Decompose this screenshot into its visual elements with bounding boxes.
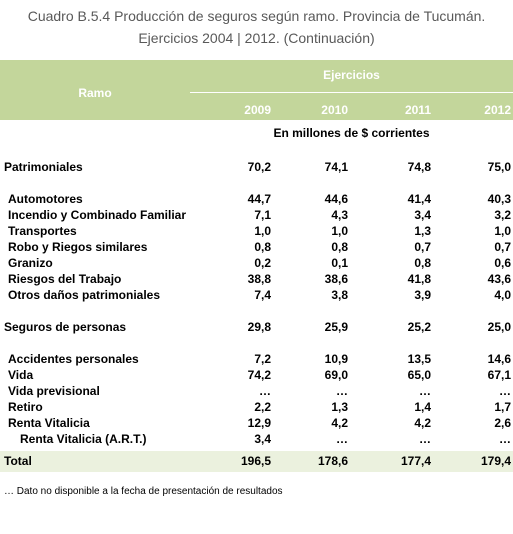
item-label: Renta Vitalicia: [8, 416, 90, 430]
cell: 2,6: [494, 416, 511, 430]
cell: 0,2: [254, 256, 271, 270]
cell: 25,0: [487, 320, 511, 334]
cell: 70,2: [247, 160, 271, 174]
cell: 38,8: [247, 272, 271, 286]
cell: 178,6: [317, 454, 348, 468]
cell: 29,8: [247, 320, 271, 334]
cell: 44,7: [247, 192, 271, 206]
cell: …: [419, 384, 431, 398]
column-year: 2010: [321, 103, 348, 117]
cell: 0,8: [414, 256, 431, 270]
cell: 7,1: [254, 208, 271, 222]
footnote: … Dato no disponible a la fecha de prese…: [4, 486, 283, 497]
unit: En millones de $ corrientes: [273, 126, 430, 140]
column-group: Ejercicios: [323, 68, 380, 82]
cell: 1,7: [494, 400, 511, 414]
item-label: Riesgos del Trabajo: [8, 272, 122, 286]
cell: 38,6: [324, 272, 348, 286]
item-label: Otros daños patrimoniales: [8, 288, 161, 302]
cell: 67,1: [487, 368, 511, 382]
cell: 0,7: [414, 240, 431, 254]
cell: 44,6: [324, 192, 348, 206]
cell: 7,2: [254, 352, 271, 366]
title: Cuadro B.5.4 Producción de seguros según…: [27, 8, 486, 24]
cell: 74,8: [407, 160, 431, 174]
cell: 74,2: [247, 368, 271, 382]
cell: …: [336, 432, 348, 446]
cell: 74,1: [324, 160, 348, 174]
cell: 0,6: [494, 256, 511, 270]
subitem-label: Renta Vitalicia (A.R.T.): [20, 432, 147, 446]
cell: 75,0: [487, 160, 511, 174]
header-band: [0, 60, 513, 120]
cell: …: [419, 432, 431, 446]
cell: 69,0: [324, 368, 348, 382]
row-header: Ramo: [78, 86, 112, 100]
cell: 12,9: [247, 416, 271, 430]
column-year: 2011: [404, 103, 431, 117]
cell: 0,8: [254, 240, 271, 254]
cell: 196,5: [240, 454, 271, 468]
cell: 4,3: [331, 208, 348, 222]
item-label: Retiro: [8, 400, 43, 414]
cell: 4,2: [331, 416, 348, 430]
total-label: Total: [4, 454, 32, 468]
item-label: Transportes: [8, 224, 77, 238]
item-label: Vida: [8, 368, 34, 382]
cell: 1,4: [414, 400, 431, 414]
item-label: Granizo: [8, 256, 53, 270]
cell: 4,2: [414, 416, 431, 430]
cell: 3,4: [414, 208, 431, 222]
cell: 3,2: [494, 208, 511, 222]
cell: 1,3: [414, 224, 431, 238]
cell: 43,6: [487, 272, 511, 286]
item-label: Automotores: [8, 192, 83, 206]
cell: 41,4: [407, 192, 431, 206]
group-label: Seguros de personas: [4, 320, 127, 334]
cell: 1,0: [494, 224, 511, 238]
cell: 7,4: [254, 288, 271, 302]
cell: 10,9: [324, 352, 348, 366]
cell: 25,9: [324, 320, 348, 334]
cell: 4,0: [494, 288, 511, 302]
group-label: Patrimoniales: [4, 160, 83, 174]
header-rule: [190, 92, 513, 93]
cell: 3,9: [414, 288, 431, 302]
item-label: Incendio y Combinado Familiar: [8, 208, 187, 222]
item-label: Accidentes personales: [8, 352, 139, 366]
column-year: 2012: [484, 103, 511, 117]
cell: 2,2: [254, 400, 271, 414]
cell: …: [499, 384, 511, 398]
subtitle: Ejercicios 2004 | 2012. (Continuación): [138, 30, 375, 46]
cell: …: [259, 384, 271, 398]
cell: 41,8: [407, 272, 431, 286]
cell: 65,0: [407, 368, 431, 382]
cell: 3,4: [254, 432, 271, 446]
column-year: 2009: [244, 103, 271, 117]
item-label: Vida previsional: [8, 384, 100, 398]
cell: 177,4: [400, 454, 431, 468]
cell: 1,3: [331, 400, 348, 414]
cell: 14,6: [487, 352, 511, 366]
cell: 40,3: [487, 192, 511, 206]
cell: 13,5: [407, 352, 431, 366]
cell: 0,7: [494, 240, 511, 254]
cell: 3,8: [331, 288, 348, 302]
item-label: Robo y Riegos similares: [8, 240, 148, 254]
cell: 179,4: [480, 454, 511, 468]
cell: …: [336, 384, 348, 398]
cell: 1,0: [331, 224, 348, 238]
cell: …: [499, 432, 511, 446]
cell: 25,2: [407, 320, 431, 334]
cell: 0,8: [331, 240, 348, 254]
cell: 0,1: [331, 256, 348, 270]
cell: 1,0: [254, 224, 271, 238]
total-band: [0, 451, 513, 472]
